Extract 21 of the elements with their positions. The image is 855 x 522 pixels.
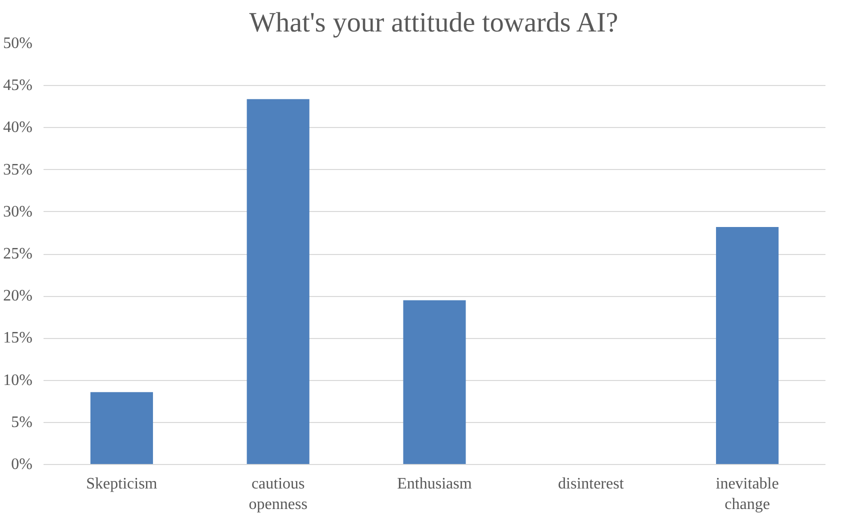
y-tick-label: 45% — [3, 77, 32, 94]
x-tick-label: disinterest — [558, 476, 624, 492]
y-tick-label: 25% — [3, 246, 32, 262]
y-tick-label: 30% — [3, 203, 32, 220]
y-tick-label: 20% — [3, 288, 32, 305]
x-tick-label: Skepticism — [86, 476, 158, 492]
y-tick-label: 40% — [3, 119, 32, 136]
y-tick-label: 10% — [3, 372, 32, 389]
x-tick-label: Enthusiasm — [397, 476, 472, 492]
y-tick-label: 50% — [3, 35, 32, 52]
y-tick-label: 0% — [11, 456, 32, 473]
x-tick-label: inevitable change — [716, 476, 779, 513]
y-tick-label: 35% — [3, 161, 32, 178]
bar — [246, 99, 310, 464]
x-tick-label: cautious openness — [248, 476, 308, 513]
y-tick-label: 5% — [11, 414, 32, 431]
bar — [716, 227, 779, 464]
bar — [90, 392, 153, 464]
y-tick-label: 15% — [3, 330, 32, 347]
bar — [403, 300, 466, 464]
chart-title: What's your attitude towards AI? — [249, 8, 618, 38]
